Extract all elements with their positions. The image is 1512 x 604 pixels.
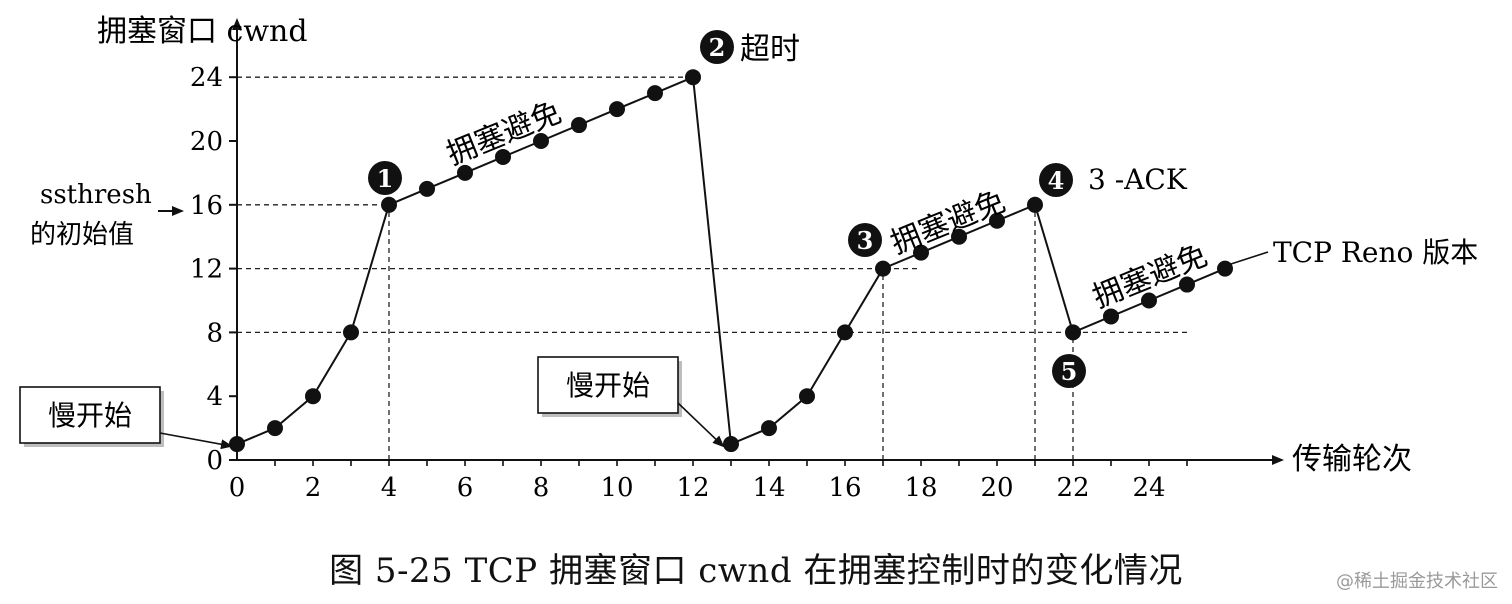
x-tick-label-8: 8	[533, 473, 550, 503]
slow-start-box-2	[537, 356, 679, 414]
data-point-2	[305, 388, 321, 405]
congestion-avoidance-label-2: 拥塞避免	[886, 184, 1010, 261]
data-point-17	[875, 260, 891, 277]
slow-start-box-2-arrow	[677, 402, 725, 448]
data-point-12	[685, 69, 701, 86]
x-tick-label-4: 4	[381, 473, 398, 503]
reno-leader-line	[1228, 251, 1269, 266]
data-point-16	[837, 324, 853, 341]
data-point-24	[1141, 292, 1157, 309]
data-point-4	[381, 196, 397, 213]
slow-start-box-2-label: 慢开始	[566, 369, 650, 402]
marker-4-badge-number: 4	[1048, 166, 1065, 195]
x-tick-label-16: 16	[828, 473, 861, 503]
y-tick-label-20: 20	[190, 127, 223, 157]
data-point-15	[799, 388, 815, 405]
y-tick-label-8: 8	[206, 318, 223, 348]
y-tick-label-12: 12	[190, 255, 223, 285]
x-tick-label-14: 14	[752, 473, 785, 503]
marker-2-badge	[700, 30, 734, 64]
figure-caption: 图 5-25 TCP 拥塞窗口 cwnd 在拥塞控制时的变化情况	[329, 551, 1183, 591]
data-point-20	[989, 212, 1005, 229]
marker-3-badge-number: 3	[857, 226, 874, 255]
data-point-5	[419, 180, 435, 197]
data-point-1	[267, 420, 283, 437]
reno-version-label: TCP Reno 版本	[1273, 236, 1478, 269]
data-point-13	[723, 436, 739, 453]
x-tick-label-2: 2	[305, 473, 322, 503]
data-point-19	[951, 228, 967, 245]
marker-1-badge-number: 1	[377, 164, 394, 193]
data-point-14	[761, 420, 777, 437]
slow-start-box-1-label: 慢开始	[48, 399, 132, 432]
marker-5-badge-number: 5	[1061, 357, 1078, 386]
slow-start-box-1-arrow	[159, 432, 233, 450]
marker-1-badge	[368, 161, 402, 195]
data-point-7	[495, 148, 511, 165]
x-tick-label-20: 20	[980, 473, 1013, 503]
data-point-18	[913, 244, 929, 261]
x-tick-label-12: 12	[676, 473, 709, 503]
watermark: @稀土掘金技术社区	[1336, 571, 1498, 592]
x-tick-label-24: 24	[1132, 473, 1165, 503]
marker-4-text: 3 -ACK	[1088, 163, 1188, 196]
data-point-9	[571, 117, 587, 134]
cwnd-series-line	[236, 75, 1226, 446]
data-point-8	[533, 133, 549, 149]
ssthresh-label-2: 的初始值	[30, 220, 134, 250]
data-point-22	[1065, 324, 1081, 341]
y-tick-label-24: 24	[190, 63, 223, 93]
x-axis-title: 传输轮次	[1292, 442, 1412, 477]
x-tick-label-10: 10	[600, 473, 633, 503]
y-tick-label-0: 0	[206, 446, 223, 476]
x-tick-label-0: 0	[229, 473, 246, 503]
y-axis-title: 拥塞窗口 cwnd	[97, 14, 308, 49]
data-point-11	[647, 85, 663, 102]
marker-2-text: 超时	[740, 32, 800, 67]
marker-3-badge	[848, 223, 882, 257]
marker-5-badge	[1052, 354, 1086, 388]
marker-2-badge-number: 2	[709, 33, 726, 62]
data-point-26	[1217, 260, 1233, 277]
x-tick-label-18: 18	[904, 473, 937, 503]
data-point-0	[229, 436, 245, 453]
y-tick-label-16: 16	[190, 191, 223, 221]
data-point-21	[1027, 196, 1043, 213]
data-point-3	[343, 324, 359, 341]
slow-start-box-1	[19, 386, 161, 444]
ssthresh-label: ssthresh	[40, 180, 152, 210]
data-point-25	[1179, 276, 1195, 293]
x-tick-label-22: 22	[1056, 473, 1089, 503]
x-tick-label-6: 6	[457, 473, 474, 503]
data-point-6	[457, 164, 473, 181]
data-point-10	[609, 101, 625, 118]
data-point-23	[1103, 308, 1119, 325]
y-tick-label-4: 4	[206, 382, 223, 412]
marker-4-badge	[1039, 163, 1073, 197]
